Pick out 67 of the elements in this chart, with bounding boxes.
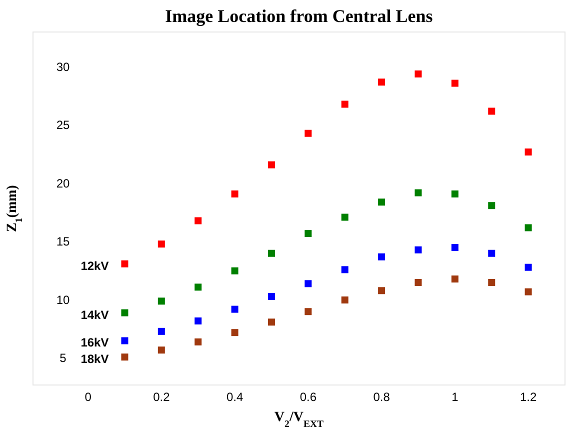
point <box>341 296 348 304</box>
point <box>121 354 128 361</box>
x-tick-label: 0.6 <box>300 390 317 404</box>
point <box>158 346 165 354</box>
point <box>158 240 165 248</box>
point <box>451 244 458 252</box>
point <box>378 253 386 260</box>
point <box>378 78 386 86</box>
point <box>341 100 348 108</box>
point <box>231 306 238 313</box>
chart-title: Image Location from Central Lens <box>165 6 433 26</box>
point <box>268 250 275 257</box>
point <box>304 230 312 238</box>
point <box>121 260 128 268</box>
y-tick-label: 5 <box>60 351 67 366</box>
point <box>304 308 312 316</box>
point <box>451 80 458 87</box>
point <box>304 130 312 137</box>
point <box>231 267 238 274</box>
point <box>488 278 496 286</box>
point <box>194 284 202 291</box>
point <box>488 202 496 210</box>
point <box>524 288 532 296</box>
y-tick-label: 30 <box>56 60 70 74</box>
point <box>378 287 386 294</box>
x-axis-title: V$_{2}$/V$_{EXT}$ <box>274 410 324 429</box>
series-label: 16kV <box>80 336 109 350</box>
series-label: 18kV <box>80 352 109 366</box>
point <box>341 266 348 274</box>
series-label: 12kV <box>80 258 109 273</box>
point <box>158 328 165 335</box>
point <box>524 224 532 232</box>
point <box>268 318 275 326</box>
point <box>414 246 422 254</box>
point <box>451 190 458 198</box>
point <box>121 309 128 316</box>
point <box>451 275 458 282</box>
x-tick-label: 0.8 <box>373 390 390 404</box>
point <box>121 337 128 344</box>
point <box>414 70 422 78</box>
point <box>488 250 496 257</box>
point <box>341 214 348 221</box>
point <box>194 338 202 346</box>
point <box>414 189 422 196</box>
point <box>268 292 275 300</box>
point <box>524 264 532 271</box>
x-tick-label: 1 <box>452 390 459 404</box>
point <box>304 280 312 288</box>
point <box>231 329 238 336</box>
y-tick-label: 15 <box>56 234 70 249</box>
x-tick-label: 0 <box>84 390 92 404</box>
point <box>524 148 532 156</box>
point <box>194 317 202 324</box>
point <box>231 190 238 198</box>
point <box>414 278 422 286</box>
point <box>488 108 496 115</box>
point <box>158 298 165 305</box>
x-tick-label: 1.2 <box>520 390 537 404</box>
point <box>194 217 202 224</box>
series-label: 14kV <box>80 308 109 322</box>
y-tick-label: 10 <box>56 292 70 307</box>
x-tick-label: 0.2 <box>153 390 170 404</box>
x-tick-label: 0.4 <box>226 390 244 404</box>
point <box>268 161 275 168</box>
point <box>378 198 386 206</box>
y-tick-label: 25 <box>56 118 70 132</box>
y-tick-label: 20 <box>56 176 70 190</box>
